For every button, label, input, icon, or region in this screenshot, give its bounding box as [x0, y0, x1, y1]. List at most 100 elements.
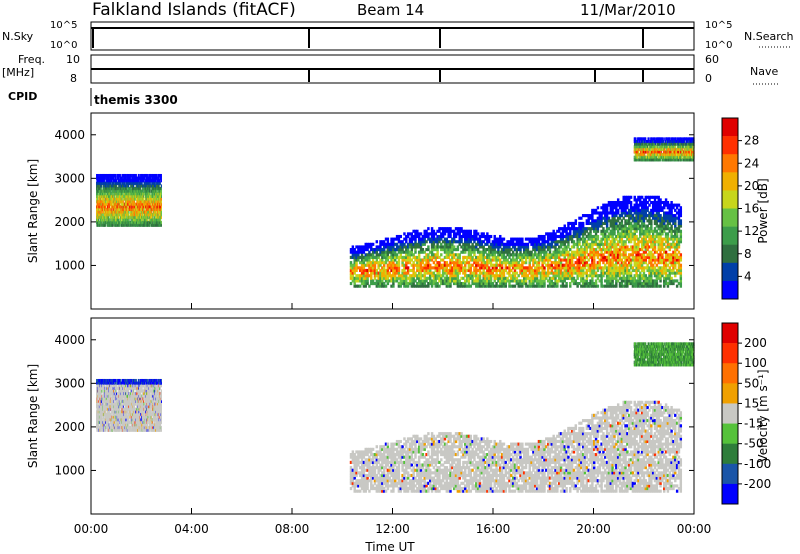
power-cell [425, 232, 428, 236]
power-cell [355, 263, 358, 267]
power-cell [416, 255, 419, 259]
power-cell [417, 258, 421, 262]
power-cell [150, 181, 152, 185]
power-cell [414, 284, 417, 288]
power-cell [349, 276, 353, 280]
power-cell [382, 281, 386, 286]
power-cell [160, 213, 162, 217]
power-cell [379, 253, 382, 257]
power-cell [425, 263, 428, 267]
power-cell [133, 184, 135, 188]
power-cell [147, 215, 149, 219]
power-cell [390, 274, 393, 278]
power-cell [150, 215, 152, 219]
power-cell [107, 221, 109, 225]
power-cell [360, 248, 364, 252]
power-cell [425, 268, 428, 273]
power-cell [360, 263, 364, 267]
power-cell [130, 202, 132, 206]
power-cell [127, 213, 129, 217]
power-cell [414, 232, 417, 236]
power-cell [151, 221, 153, 225]
power-cell [416, 229, 419, 233]
power-cell [410, 250, 414, 254]
power-cell [160, 205, 162, 209]
power-cell [146, 192, 148, 196]
power-cell [351, 276, 355, 280]
power-cell [106, 173, 108, 178]
power-cell [128, 184, 130, 188]
power-cell [100, 205, 101, 209]
power-cell [158, 210, 160, 214]
power-cell [108, 176, 110, 180]
cpid-value: themis 3300 [94, 93, 178, 107]
power-cell [392, 255, 395, 259]
power-cell [143, 187, 145, 191]
power-cell [382, 253, 386, 257]
power-cell [140, 194, 142, 198]
power-cell [143, 202, 145, 206]
power-cell [384, 242, 388, 246]
power-cell [441, 279, 445, 283]
beam-label: Beam 14 [357, 1, 424, 19]
power-cell [360, 245, 364, 249]
power-cell [423, 271, 426, 275]
power-cell [427, 237, 430, 241]
power-cell [362, 274, 366, 278]
power-cell [155, 210, 157, 214]
power-cell [102, 176, 104, 180]
power-cell [115, 187, 117, 191]
power-cell [159, 205, 161, 209]
power-cell [113, 194, 115, 198]
power-cell [114, 218, 116, 222]
power-cell [360, 255, 364, 259]
power-cell [357, 253, 360, 257]
power-cell [379, 284, 382, 288]
power-cell [139, 181, 141, 185]
power-cell [97, 173, 99, 178]
power-cell [105, 176, 107, 180]
power-cell [351, 279, 355, 283]
power-cell [349, 261, 353, 265]
power-cell [128, 194, 130, 198]
power-cell [388, 271, 391, 275]
power-cell [399, 276, 402, 280]
power-cell [362, 276, 366, 280]
power-cell [134, 200, 136, 204]
power-cell [410, 248, 414, 252]
power-cell [386, 263, 390, 267]
power-cell [384, 279, 388, 283]
power-cell [158, 215, 160, 219]
power-cell [157, 213, 159, 217]
power-cell [405, 258, 408, 262]
power-cell [359, 276, 362, 280]
power-cell [397, 237, 401, 241]
power-cell [368, 242, 371, 246]
power-cell [138, 223, 140, 227]
power-cell [149, 207, 151, 212]
power-cell [108, 189, 110, 193]
power-cell [135, 184, 137, 188]
power-cell [392, 271, 395, 275]
power-cell [115, 181, 117, 185]
power-cell [160, 176, 162, 180]
power-cell [105, 181, 107, 185]
power-cell [122, 200, 124, 204]
power-cell [154, 215, 156, 219]
power-cell [364, 248, 367, 252]
power-cell [117, 210, 119, 214]
power-cell [160, 207, 162, 212]
power-cell [97, 202, 99, 206]
power-cell [122, 189, 124, 193]
power-cell [105, 205, 107, 209]
power-cell [160, 215, 162, 219]
power-cell [149, 187, 151, 191]
power-cell [127, 218, 129, 222]
power-cell [111, 200, 113, 204]
power-cell [124, 207, 126, 212]
power-cell [397, 281, 401, 286]
power-cell [434, 255, 437, 259]
power-cell [384, 276, 388, 280]
power-cell [371, 248, 375, 252]
power-cell [408, 268, 412, 273]
